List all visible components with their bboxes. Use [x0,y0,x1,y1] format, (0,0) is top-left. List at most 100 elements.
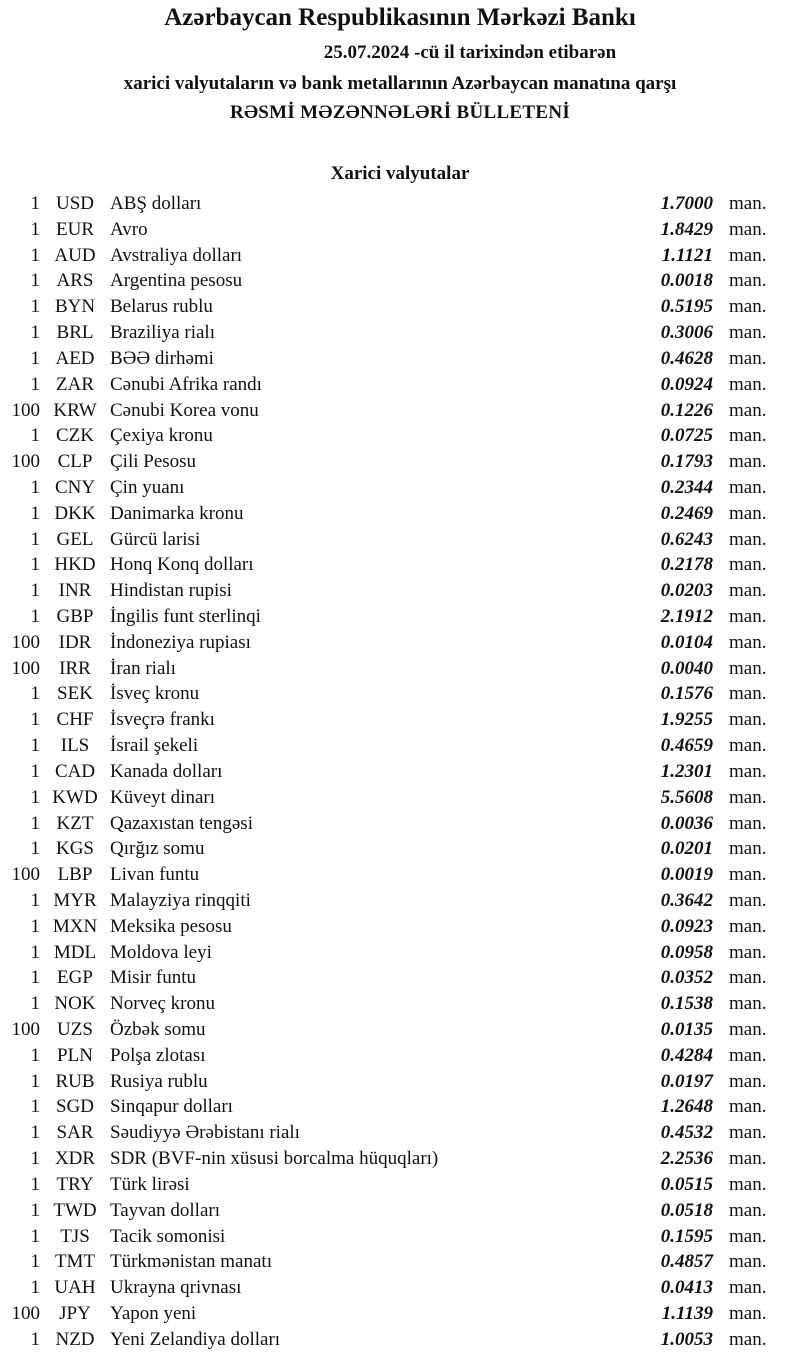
amount-cell: 1 [30,915,41,937]
unit-cell: man. [729,451,767,473]
table-row: 1 TMT Türkmənistan manatı 0.4857 man. [0,1249,800,1275]
amount-cell: 100 [11,631,41,653]
effective-date-line: 25.07.2024 -cü il tarixindən etibarən [323,42,617,63]
currency-code-cell: IDR [58,631,92,653]
currency-code-cell: TMT [54,1251,96,1273]
amount-cell: 100 [11,399,41,421]
unit-cell: man. [729,967,767,989]
rate-cell: 0.1576 [660,683,713,705]
unit-cell: man. [729,218,767,240]
amount-cell: 1 [30,760,41,782]
currency-code-cell: ZAR [56,373,94,395]
unit-cell: man. [729,786,767,808]
amount-cell: 1 [30,322,41,344]
unit-cell: man. [729,1096,767,1118]
amount-cell: 1 [30,1277,41,1299]
currency-code-cell: GEL [56,528,94,550]
currency-code-cell: NZD [55,1328,95,1350]
currency-code-cell: TRY [56,1173,94,1195]
currency-code-cell: AED [55,347,95,369]
currency-code-cell: USD [55,193,94,214]
rate-cell: 0.0958 [660,941,713,963]
table-row: 100 JPY Yapon yeni 1.1139 man. [0,1301,800,1327]
currency-code-cell: KGS [55,838,94,860]
unit-cell: man. [729,1122,767,1144]
rate-cell: 0.0019 [660,864,713,886]
currency-name-cell: Türkmənistan manatı [110,1251,272,1273]
currency-name-cell: Cənubi Korea vonu [110,399,259,421]
currency-name-cell: Qırğız somu [110,838,205,860]
table-row: 1 TWD Tayvan dolları 0.0518 man. [0,1198,800,1224]
currency-code-cell: SEK [57,683,93,705]
currency-name-cell: İsveç kronu [110,683,200,705]
rate-cell: 0.3642 [660,889,713,911]
table-row: 1 RUB Rusiya rublu 0.0197 man. [0,1069,800,1095]
currency-code-cell: ARS [56,270,94,292]
unit-cell: man. [729,425,767,447]
amount-cell: 1 [30,1173,41,1195]
table-row: 100 KRW Cənubi Korea vonu 0.1226 man. [0,398,800,424]
currency-code-cell: SGD [55,1096,94,1118]
currency-name-cell: Küveyt dinarı [110,786,216,808]
table-row: 1 XDR SDR (BVF-nin xüsusi borcalma hüquqla… [0,1146,800,1172]
currency-name-cell: Misir funtu [110,967,197,989]
rate-cell: 0.0725 [660,425,713,447]
amount-cell: 100 [11,451,41,473]
currency-code-cell: MDL [53,941,97,963]
currency-name-cell: Malayziya rinqqiti [110,889,251,911]
rate-cell: 5.5608 [660,786,713,808]
rate-cell: 0.0923 [660,915,713,937]
rate-cell: 0.0515 [660,1173,713,1195]
rate-cell: 0.4857 [660,1251,713,1273]
currency-name-cell: Norveç kronu [110,993,215,1015]
table-row: 1 KGS Qırğız somu 0.0201 man. [0,836,800,862]
unit-cell: man. [729,1277,767,1299]
rate-cell: 0.4532 [660,1122,713,1144]
unit-cell: man. [729,1019,767,1040]
currency-name-cell: Tayvan dolları [110,1199,220,1221]
currency-name-cell: Honq Konq dolları [110,554,254,576]
table-row: 1 CAD Kanada dolları 1.2301 man. [0,759,800,785]
currency-name-cell: Ukrayna qrivnası [110,1277,242,1299]
rate-cell: 0.0924 [660,373,713,395]
amount-cell: 1 [30,218,41,240]
unit-cell: man. [729,347,767,369]
rate-cell: 0.4628 [660,347,713,369]
unit-cell: man. [729,915,767,937]
rate-cell: 0.1538 [660,993,713,1015]
currency-name-cell: Danimarka kronu [110,502,244,524]
table-row: 1 SAR Səudiyyə Ərəbistanı rialı 0.4532 man. [0,1120,800,1146]
amount-cell: 1 [30,502,41,524]
table-row: 1 MYR Malayziya rinqqiti 0.3642 man. [0,888,800,914]
currency-code-cell: RUB [55,1070,95,1092]
currency-name-cell: Argentina pesosu [110,270,243,292]
currency-name-cell: Özbək somu [110,1019,206,1040]
table-row: 1 INR Hindistan rupisi 0.0203 man. [0,578,800,604]
amount-cell: 1 [30,347,41,369]
table-row: 1 AUD Avstraliya dolları 1.1121 man. [0,243,800,269]
rate-cell: 0.1226 [660,399,713,421]
unit-cell: man. [729,1251,767,1273]
currency-name-cell: Çexiya kronu [110,425,213,447]
unit-cell: man. [729,476,767,498]
rate-cell: 1.0053 [660,1328,713,1350]
currency-code-cell: KZT [56,812,94,834]
rate-cell: 0.2344 [660,476,713,498]
currency-name-cell: Hindistan rupisi [110,580,232,602]
currency-code-cell: INR [58,580,92,602]
currency-code-cell: CHF [56,709,94,731]
amount-cell: 1 [30,193,41,214]
table-row: 1 ILS İsrail şekeli 0.4659 man. [0,733,800,759]
document-subtitle: xarici valyutaların və bank metallarının… [123,73,677,94]
amount-cell: 1 [30,993,41,1015]
rate-cell: 1.1121 [661,244,713,266]
currency-code-cell: DKK [54,502,96,524]
currency-name-cell: Rusiya rublu [110,1070,208,1092]
unit-cell: man. [729,270,767,292]
table-row: 1 TRY Türk lirəsi 0.0515 man. [0,1172,800,1198]
amount-cell: 1 [30,735,41,757]
amount-cell: 1 [30,1070,41,1092]
table-row: 100 IDR İndoneziya rupiası 0.0104 man. [0,630,800,656]
currency-code-cell: UZS [57,1019,93,1040]
unit-cell: man. [729,1148,767,1170]
